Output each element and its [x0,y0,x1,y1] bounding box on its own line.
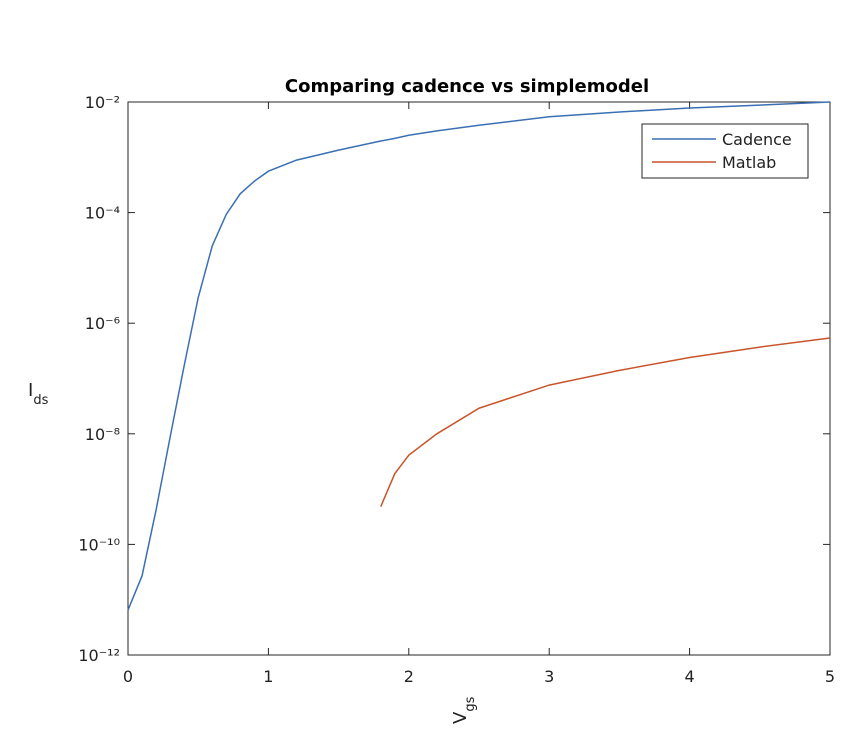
series-line [380,337,831,508]
y-tick-label: 10⁻⁶ [85,314,120,333]
x-tick-label: 1 [263,667,273,686]
chart-title: Comparing cadence vs simplemodel [285,76,649,97]
y-axis-label: Ids [28,380,49,408]
plot-area [127,101,831,656]
x-tick-label: 4 [685,667,695,686]
x-tick-label: 0 [123,667,133,686]
x-tick-label: 3 [544,667,554,686]
y-axis-label-sub: ds [33,393,48,408]
x-axis-label-sub: gs [463,696,478,711]
x-tick-label: 5 [825,667,835,686]
x-axis-label: Vgs [450,696,478,724]
y-tick-label: 10⁻⁴ [85,204,120,223]
y-tick-label: 10⁻¹⁰ [78,535,120,554]
x-tick-label: 2 [404,667,414,686]
y-tick-label: 10⁻⁸ [85,425,120,444]
y-tick-label: 10⁻² [85,93,120,112]
y-axis-label-main: I [28,380,33,401]
series-line [127,101,831,611]
legend-label: Cadence [722,130,792,149]
legend-label: Matlab [722,153,776,172]
x-axis-label-main: V [450,711,471,724]
y-tick-label: 10⁻¹² [78,646,120,665]
legend-box [641,123,809,179]
